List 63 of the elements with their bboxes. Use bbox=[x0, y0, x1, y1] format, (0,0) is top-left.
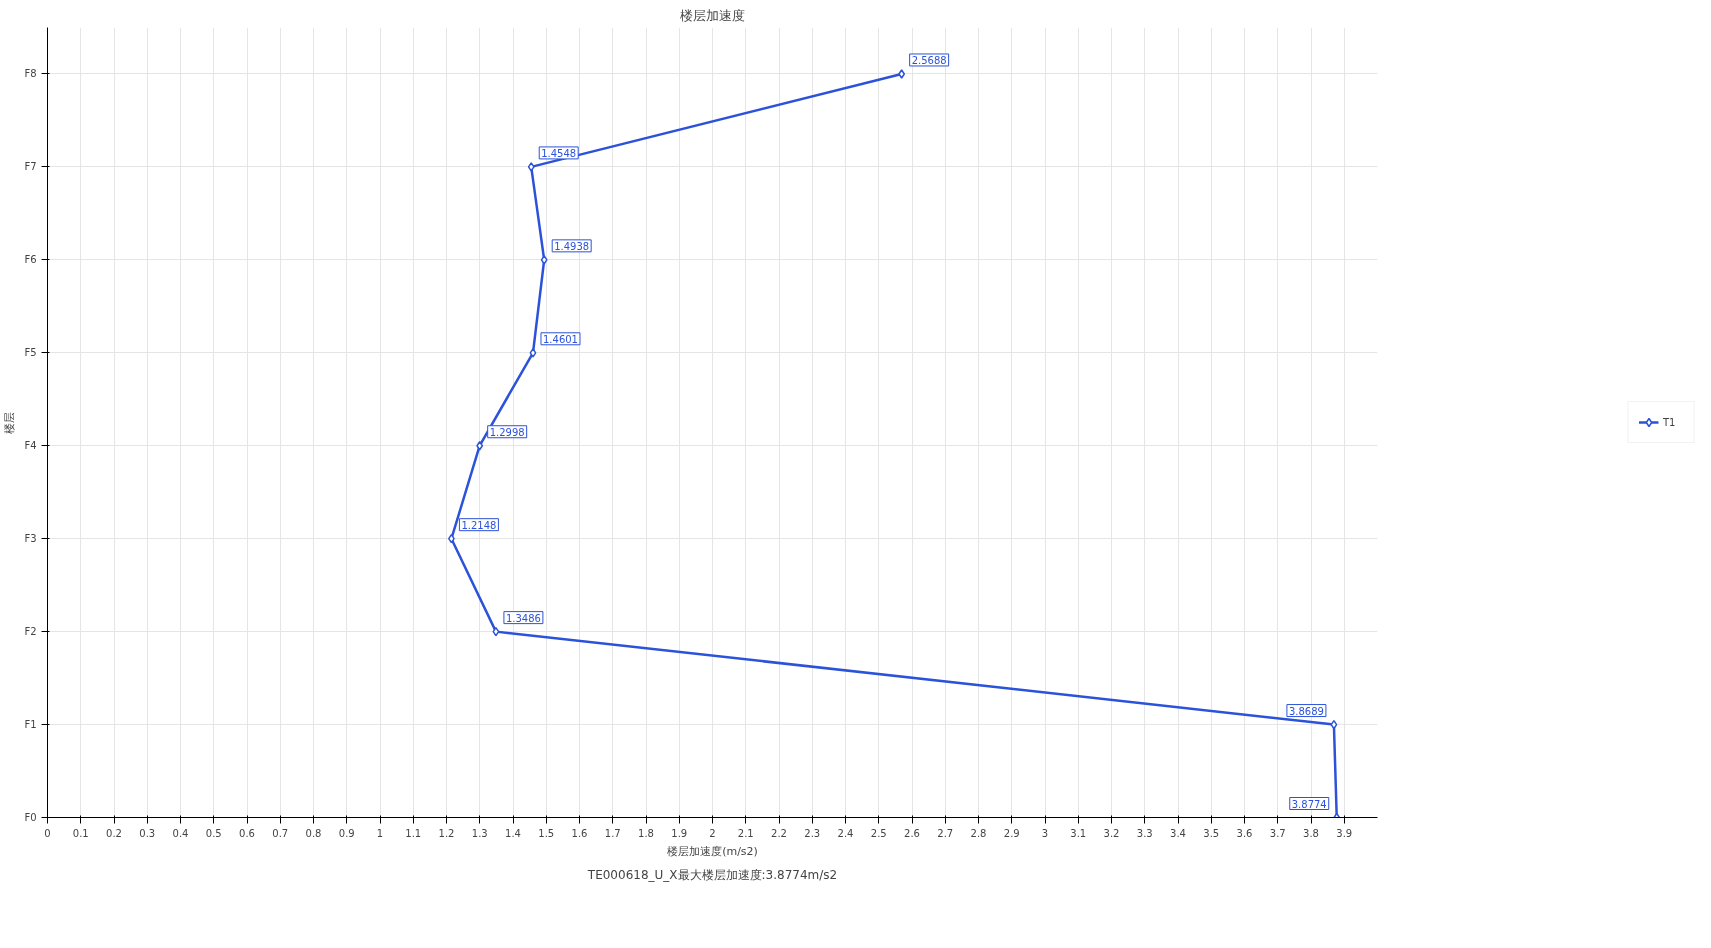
x-tick-label: 3.4 bbox=[1170, 827, 1186, 839]
data-label: 1.2148 bbox=[461, 519, 497, 531]
x-tick-label: 2.7 bbox=[937, 827, 954, 839]
x-tick-label: 2.8 bbox=[970, 827, 987, 839]
y-tick-label: F4 bbox=[24, 440, 37, 452]
x-tick-label: 1.1 bbox=[405, 827, 422, 839]
data-label: 3.8689 bbox=[1288, 705, 1324, 717]
y-tick-label: F5 bbox=[24, 347, 37, 359]
x-tick-label: 0.3 bbox=[139, 827, 156, 839]
text: TE000618_U_X最大楼层加速度:3.8774m/s2 bbox=[586, 867, 838, 882]
data-label: 1.4938 bbox=[554, 240, 590, 252]
x-tick-label: 1.8 bbox=[638, 827, 654, 839]
x-tick-label: 2.2 bbox=[771, 827, 787, 839]
data-label: 1.4601 bbox=[542, 333, 578, 345]
x-tick-label: 2.4 bbox=[837, 827, 854, 839]
x-tick-label: 2.1 bbox=[737, 827, 754, 839]
x-tick-label: 0.8 bbox=[305, 827, 322, 839]
y-tick-label: F7 bbox=[24, 161, 37, 173]
data-label: 1.3486 bbox=[505, 612, 541, 624]
data-label: 1.4548 bbox=[541, 147, 577, 159]
x-tick-label: 2.3 bbox=[804, 827, 821, 839]
x-tick-label: 0.7 bbox=[272, 827, 289, 839]
x-tick-label: 0.2 bbox=[106, 827, 122, 839]
x-tick-label: 0.1 bbox=[72, 827, 89, 839]
x-tick-label: 1.3 bbox=[471, 827, 488, 839]
x-tick-label: 1.4 bbox=[505, 827, 521, 839]
y-axis-title: 楼层 bbox=[3, 411, 17, 434]
y-tick-label: F2 bbox=[24, 626, 37, 638]
y-tick-label: F6 bbox=[24, 254, 37, 266]
data-label: 3.8774 bbox=[1291, 798, 1327, 810]
x-tick-label: 3.8 bbox=[1303, 827, 1319, 839]
y-tick-label: F8 bbox=[24, 68, 37, 80]
x-tick-label: 3.5 bbox=[1203, 827, 1220, 839]
chart-title: 楼层加速度 bbox=[680, 7, 745, 23]
x-tick-label: 1.9 bbox=[671, 827, 688, 839]
x-tick-label: 0.9 bbox=[338, 827, 355, 839]
x-tick-label: 3.7 bbox=[1269, 827, 1286, 839]
x-tick-label: 1.5 bbox=[538, 827, 555, 839]
x-tick-label: 3.2 bbox=[1103, 827, 1120, 839]
x-tick-label: 2.6 bbox=[904, 827, 920, 839]
x-tick-label: 0.5 bbox=[205, 827, 222, 839]
x-tick-label: 1.7 bbox=[604, 827, 621, 839]
legend-label: T1 bbox=[1663, 416, 1677, 428]
data-label: 1.2998 bbox=[489, 426, 525, 438]
x-tick-label: 1 bbox=[376, 827, 384, 839]
data-label: 2.5688 bbox=[911, 54, 947, 66]
x-tick-label: 0 bbox=[44, 827, 51, 839]
x-tick-label: 3.9 bbox=[1336, 827, 1353, 839]
x-tick-label: 2.5 bbox=[870, 827, 887, 839]
x-tick-label: 2.9 bbox=[1003, 827, 1020, 839]
x-tick-label: 3.3 bbox=[1136, 827, 1153, 839]
x-tick-label: 3.1 bbox=[1070, 827, 1087, 839]
y-tick-label: F3 bbox=[24, 533, 37, 545]
x-tick-label: 0.4 bbox=[172, 827, 189, 839]
x-tick-label: 1.2 bbox=[438, 827, 455, 839]
y-tick-label: F0 bbox=[24, 812, 37, 823]
x-axis-title: 楼层加速度(m/s2) bbox=[667, 844, 758, 858]
x-tick-label: 0.6 bbox=[239, 827, 255, 839]
x-tick-label: 3 bbox=[1041, 827, 1049, 839]
x-tick-label: 1.6 bbox=[571, 827, 588, 839]
y-tick-label: F1 bbox=[24, 719, 37, 731]
x-tick-label: 2 bbox=[709, 827, 716, 839]
x-tick-label: 3.6 bbox=[1236, 827, 1253, 839]
